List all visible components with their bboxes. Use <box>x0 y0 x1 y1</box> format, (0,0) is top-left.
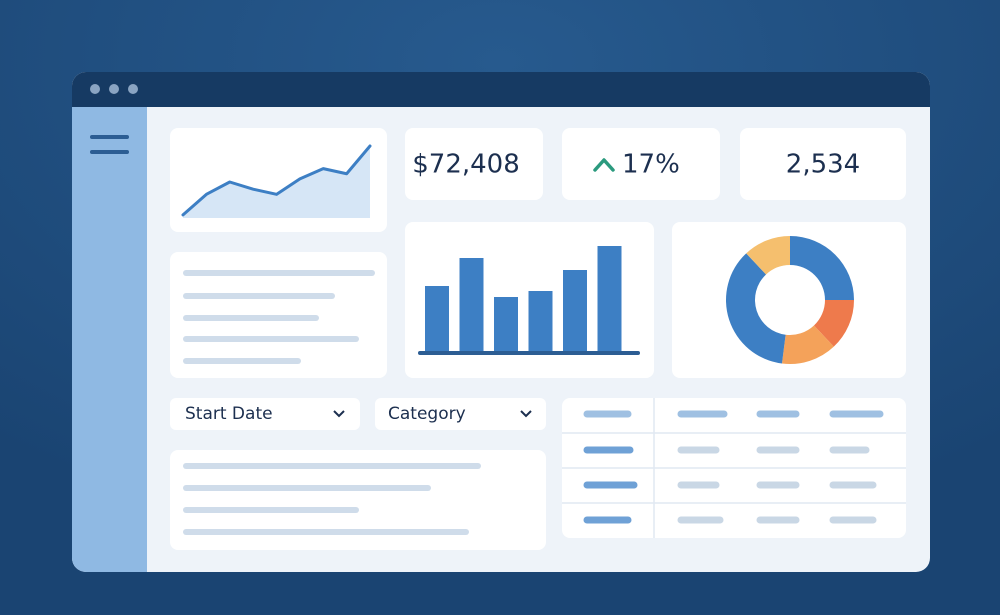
filter-label[interactable]: Category <box>388 404 466 424</box>
bar <box>563 270 587 352</box>
kpi-value: 17% <box>622 150 680 180</box>
title-bar <box>72 72 930 107</box>
donut-segment <box>790 236 854 300</box>
donut-segment <box>746 236 790 275</box>
donut-segment <box>813 300 854 347</box>
bar <box>528 291 553 352</box>
sidebar <box>72 107 147 572</box>
kpi-value: $72,408 <box>412 150 520 180</box>
bar <box>425 286 449 352</box>
line-area <box>183 146 370 218</box>
filter-label[interactable]: Start Date <box>185 404 273 424</box>
text-placeholders <box>183 270 481 535</box>
menu-icon[interactable] <box>90 135 129 154</box>
line <box>181 144 372 217</box>
bar <box>494 297 518 352</box>
bar <box>459 258 484 352</box>
dropdown-chevron[interactable] <box>520 410 532 418</box>
donut-segment <box>726 253 786 364</box>
trend-up-icon <box>593 158 615 172</box>
donut-segment <box>781 325 834 364</box>
table <box>562 398 906 538</box>
dropdown-chevron[interactable] <box>333 410 345 418</box>
window-dot <box>128 84 138 94</box>
window-dot <box>90 84 100 94</box>
bar <box>597 246 622 352</box>
window-dot <box>109 84 119 94</box>
kpi-value: 2,534 <box>786 150 860 180</box>
